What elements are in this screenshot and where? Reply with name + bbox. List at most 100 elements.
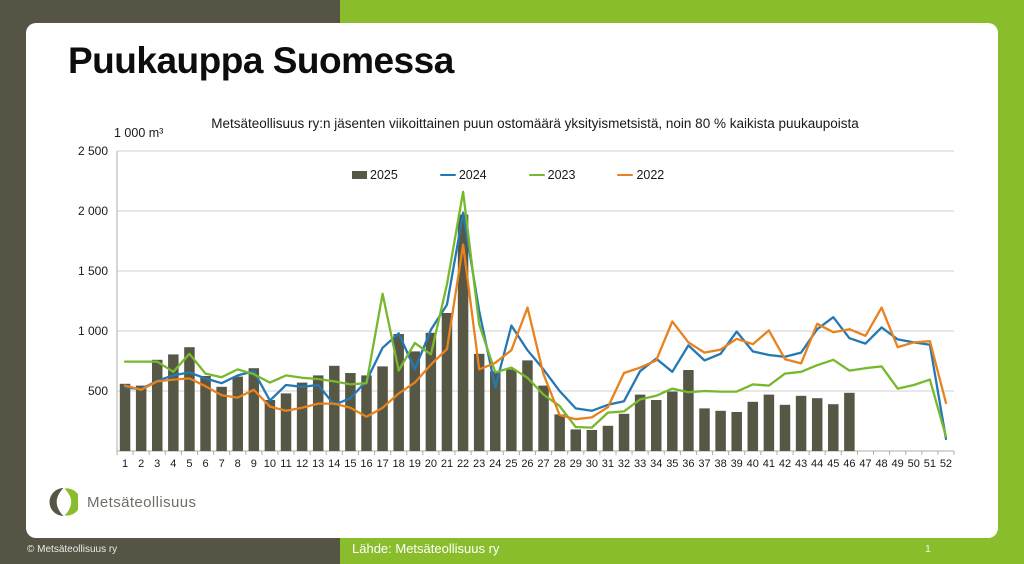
x-tick-label: 47: [859, 458, 871, 470]
bar-week-46: [844, 392, 855, 451]
x-tick-label: 16: [360, 458, 372, 470]
bar-week-43: [795, 395, 807, 451]
bar-week-32: [618, 413, 630, 451]
x-tick-label: 33: [634, 458, 646, 470]
bar-week-29: [570, 429, 581, 451]
y-tick-label: 2 500: [78, 144, 108, 158]
x-tick-label: 40: [747, 458, 759, 470]
page-title: Puukauppa Suomessa: [68, 40, 454, 81]
bar-week-5: [184, 347, 195, 451]
x-tick-label: 29: [570, 458, 582, 470]
bar-week-11: [280, 393, 292, 451]
bar-week-42: [779, 404, 791, 451]
x-tick-label: 30: [586, 458, 598, 470]
content-card: [26, 23, 998, 538]
x-tick-label: 42: [779, 458, 791, 470]
x-tick-label: 12: [296, 458, 308, 470]
x-tick-label: 9: [251, 458, 257, 470]
x-tick-label: 50: [908, 458, 920, 470]
legend-marker-2025: [352, 171, 367, 179]
line-2023: [123, 190, 948, 438]
bar-week-35: [667, 391, 678, 451]
x-tick-label: 38: [714, 458, 726, 470]
x-tick-label: 6: [202, 458, 208, 470]
x-tick-label: 22: [457, 458, 469, 470]
x-tick-label: 11: [280, 458, 291, 470]
x-tick-label: 24: [489, 458, 501, 470]
bar-week-45: [828, 404, 839, 451]
line-2022: [123, 243, 948, 421]
x-tick-label: 28: [554, 458, 566, 470]
bar-week-40: [747, 401, 759, 451]
bar-week-26: [522, 360, 533, 451]
bar-week-4: [168, 354, 179, 451]
x-tick-label: 46: [843, 458, 855, 470]
bar-week-41: [763, 394, 775, 451]
x-tick-label: 51: [924, 458, 936, 470]
y-tick-label: 1 500: [78, 264, 108, 278]
x-tick-label: 37: [698, 458, 710, 470]
y-axis-unit-label: 1 000 m³: [114, 126, 164, 140]
y-tick-label: 500: [88, 384, 108, 398]
legend-label: 2024: [458, 168, 487, 182]
legend-label: 2022: [636, 168, 665, 182]
bar-week-12: [296, 382, 308, 451]
legend-item-2025: 2025: [352, 168, 398, 182]
legend-marker-2024: [439, 173, 456, 177]
bar-week-33: [634, 394, 646, 451]
x-tick-label: 3: [154, 458, 160, 470]
bar-week-27: [538, 385, 549, 451]
legend-item-2022: 2022: [617, 168, 664, 182]
bar-week-3: [151, 359, 163, 451]
bar-week-39: [731, 412, 742, 451]
x-tick-label: 8: [235, 458, 241, 470]
legend-label: 2023: [547, 168, 576, 182]
bar-week-20: [425, 332, 437, 451]
chart-subtitle: Metsäteollisuus ry:n jäsenten viikoittai…: [211, 116, 859, 131]
x-tick-label: 31: [602, 458, 614, 470]
x-tick-label: 45: [827, 458, 839, 470]
x-tick-label: 35: [666, 458, 678, 470]
x-tick-label: 1: [122, 458, 128, 470]
bar-week-1: [119, 383, 131, 451]
bar-week-6: [200, 376, 211, 451]
x-tick-label: 23: [473, 458, 485, 470]
y-tick-label: 1 000: [78, 324, 108, 338]
x-tick-label: 39: [731, 458, 743, 470]
x-tick-label: 20: [425, 458, 437, 470]
bar-week-37: [699, 408, 710, 451]
x-tick-label: 48: [875, 458, 887, 470]
x-tick-label: 5: [186, 458, 192, 470]
legend-item-2023: 2023: [528, 168, 576, 182]
bar-week-34: [650, 400, 662, 451]
legend-label: 2025: [370, 168, 398, 182]
x-tick-label: 15: [344, 458, 356, 470]
bar-week-16: [361, 375, 372, 451]
legend-marker-2023: [528, 173, 545, 177]
x-tick-label: 27: [537, 458, 549, 470]
bar-week-36: [683, 370, 694, 451]
x-tick-label: 13: [312, 458, 324, 470]
logo: Metsäteollisuus: [48, 487, 196, 517]
bar-week-44: [811, 398, 823, 451]
bar-week-22: [457, 214, 469, 451]
bar-week-19: [409, 351, 421, 451]
bar-week-21: [441, 313, 453, 451]
bar-week-38: [715, 410, 726, 451]
page-number: 1: [925, 543, 931, 555]
x-tick-label: 52: [940, 458, 952, 470]
copyright-text: © Metsäteollisuus ry: [27, 544, 118, 555]
metsateollisuus-logo-icon: [49, 488, 78, 516]
chart-legend: 2025 2024 2023 2022: [352, 168, 664, 182]
x-tick-label: 34: [650, 458, 662, 470]
bar-week-25: [506, 369, 517, 451]
bar-week-31: [602, 425, 614, 451]
bar-week-9: [248, 368, 260, 451]
x-tick-label: 41: [763, 458, 775, 470]
bar-week-14: [329, 365, 340, 451]
x-tick-label: 44: [811, 458, 823, 470]
bar-week-13: [312, 375, 324, 451]
bar-week-15: [345, 373, 356, 451]
